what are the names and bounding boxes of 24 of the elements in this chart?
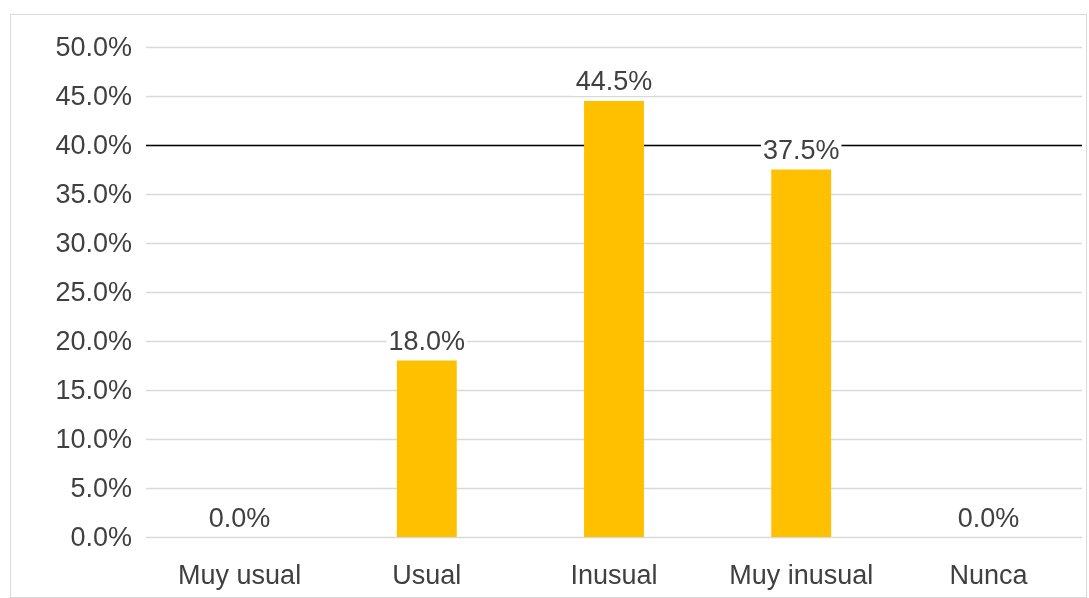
bar	[584, 100, 644, 537]
y-tick-label: 50.0%	[55, 32, 132, 62]
y-tick-label: 20.0%	[55, 326, 132, 356]
y-tick-label: 25.0%	[55, 277, 132, 307]
y-tick-label: 45.0%	[55, 81, 132, 111]
data-label: 37.5%	[762, 135, 840, 165]
y-tick-label: 30.0%	[55, 228, 132, 258]
data-label: 44.5%	[575, 66, 653, 97]
data-label: 0.0%	[957, 502, 1020, 533]
y-tick-label: 15.0%	[55, 375, 132, 405]
x-tick-label: Usual	[392, 559, 462, 590]
y-tick-label: 10.0%	[55, 424, 132, 454]
y-tick-label: 5.0%	[70, 473, 132, 503]
y-tick-label: 0.0%	[70, 522, 132, 552]
x-tick-label: Nunca	[949, 559, 1029, 590]
data-label: 18.0%	[388, 326, 466, 357]
y-tick-label: 40.0%	[55, 130, 132, 160]
x-tick-label: Inusual	[570, 559, 658, 590]
data-label: 0.0%	[208, 502, 271, 533]
bar	[396, 360, 457, 537]
bar	[771, 169, 832, 537]
x-tick-label: Muy usual	[178, 559, 302, 590]
y-tick-label: 35.0%	[55, 179, 132, 209]
x-tick-label: Muy inusual	[729, 559, 874, 590]
